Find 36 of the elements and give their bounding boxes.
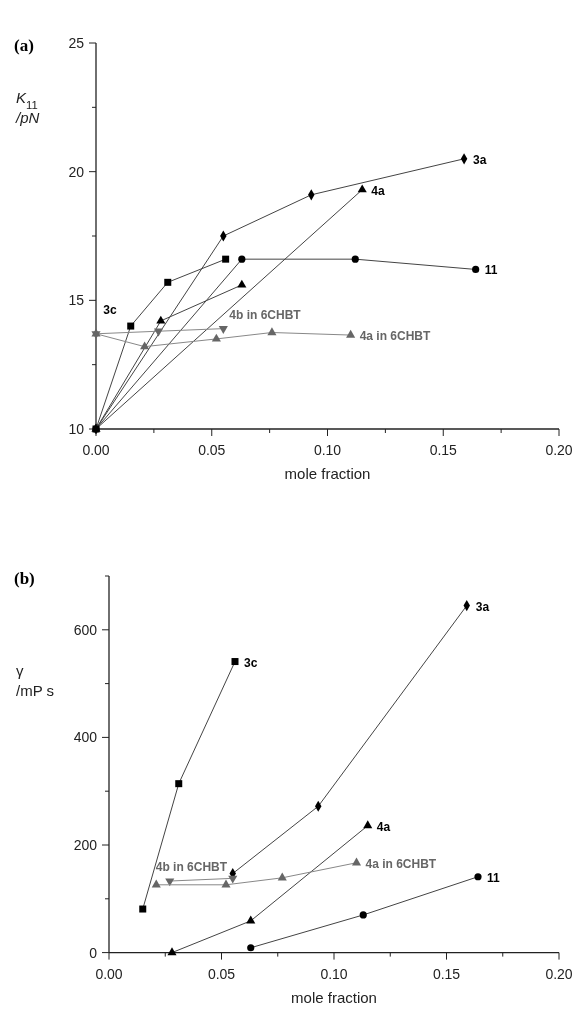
y-tick-label: 15 — [68, 292, 85, 309]
x-tick-label: 0.00 — [95, 965, 123, 982]
y-tick-label: 25 — [68, 35, 85, 51]
chart-title: (a) — [14, 36, 34, 55]
y-axis-title: γ /mP s — [16, 662, 55, 699]
y-tick-label: 20 — [68, 163, 85, 180]
x-tick-label: 0.20 — [545, 965, 573, 982]
chart-title: (b) — [14, 569, 35, 588]
y-tick-label: 0 — [89, 944, 98, 961]
y-tick-label: 10 — [68, 421, 85, 437]
x-tick-label: 0.05 — [198, 442, 226, 458]
x-axis-title: mole fraction — [291, 988, 377, 1006]
series-label: 4a — [376, 819, 391, 834]
x-tick-label: 0.10 — [320, 965, 348, 982]
x-tick-label: 0.10 — [313, 442, 342, 458]
x-tick-label: 0.15 — [432, 965, 461, 982]
x-tick-label: 0.00 — [82, 442, 110, 458]
y-tick-label: 400 — [73, 729, 98, 746]
y-axis-title: K$_{11}$ /pN — [15, 89, 40, 126]
series-label: 3c — [244, 655, 258, 670]
series-label: 4b in 6CHBT — [229, 307, 302, 322]
series-label: 3c — [103, 303, 118, 318]
series-label: 4a in 6CHBT — [365, 856, 437, 871]
series-label: 11 — [487, 870, 501, 885]
series-label: 3a — [475, 599, 490, 614]
series-label: 11 — [484, 263, 498, 278]
x-axis-title: mole fraction — [284, 465, 371, 482]
x-tick-label: 0.20 — [545, 442, 573, 458]
series-label: 4a in 6CHBT — [359, 329, 431, 344]
y-tick-label: 200 — [73, 837, 98, 853]
series-label: 4b in 6CHBT — [155, 860, 228, 875]
y-tick-label: 600 — [73, 621, 98, 638]
x-tick-label: 0.05 — [207, 965, 236, 982]
series-label: 4a — [371, 183, 385, 198]
series-label: 3a — [473, 152, 487, 167]
x-tick-label: 0.15 — [429, 442, 458, 458]
